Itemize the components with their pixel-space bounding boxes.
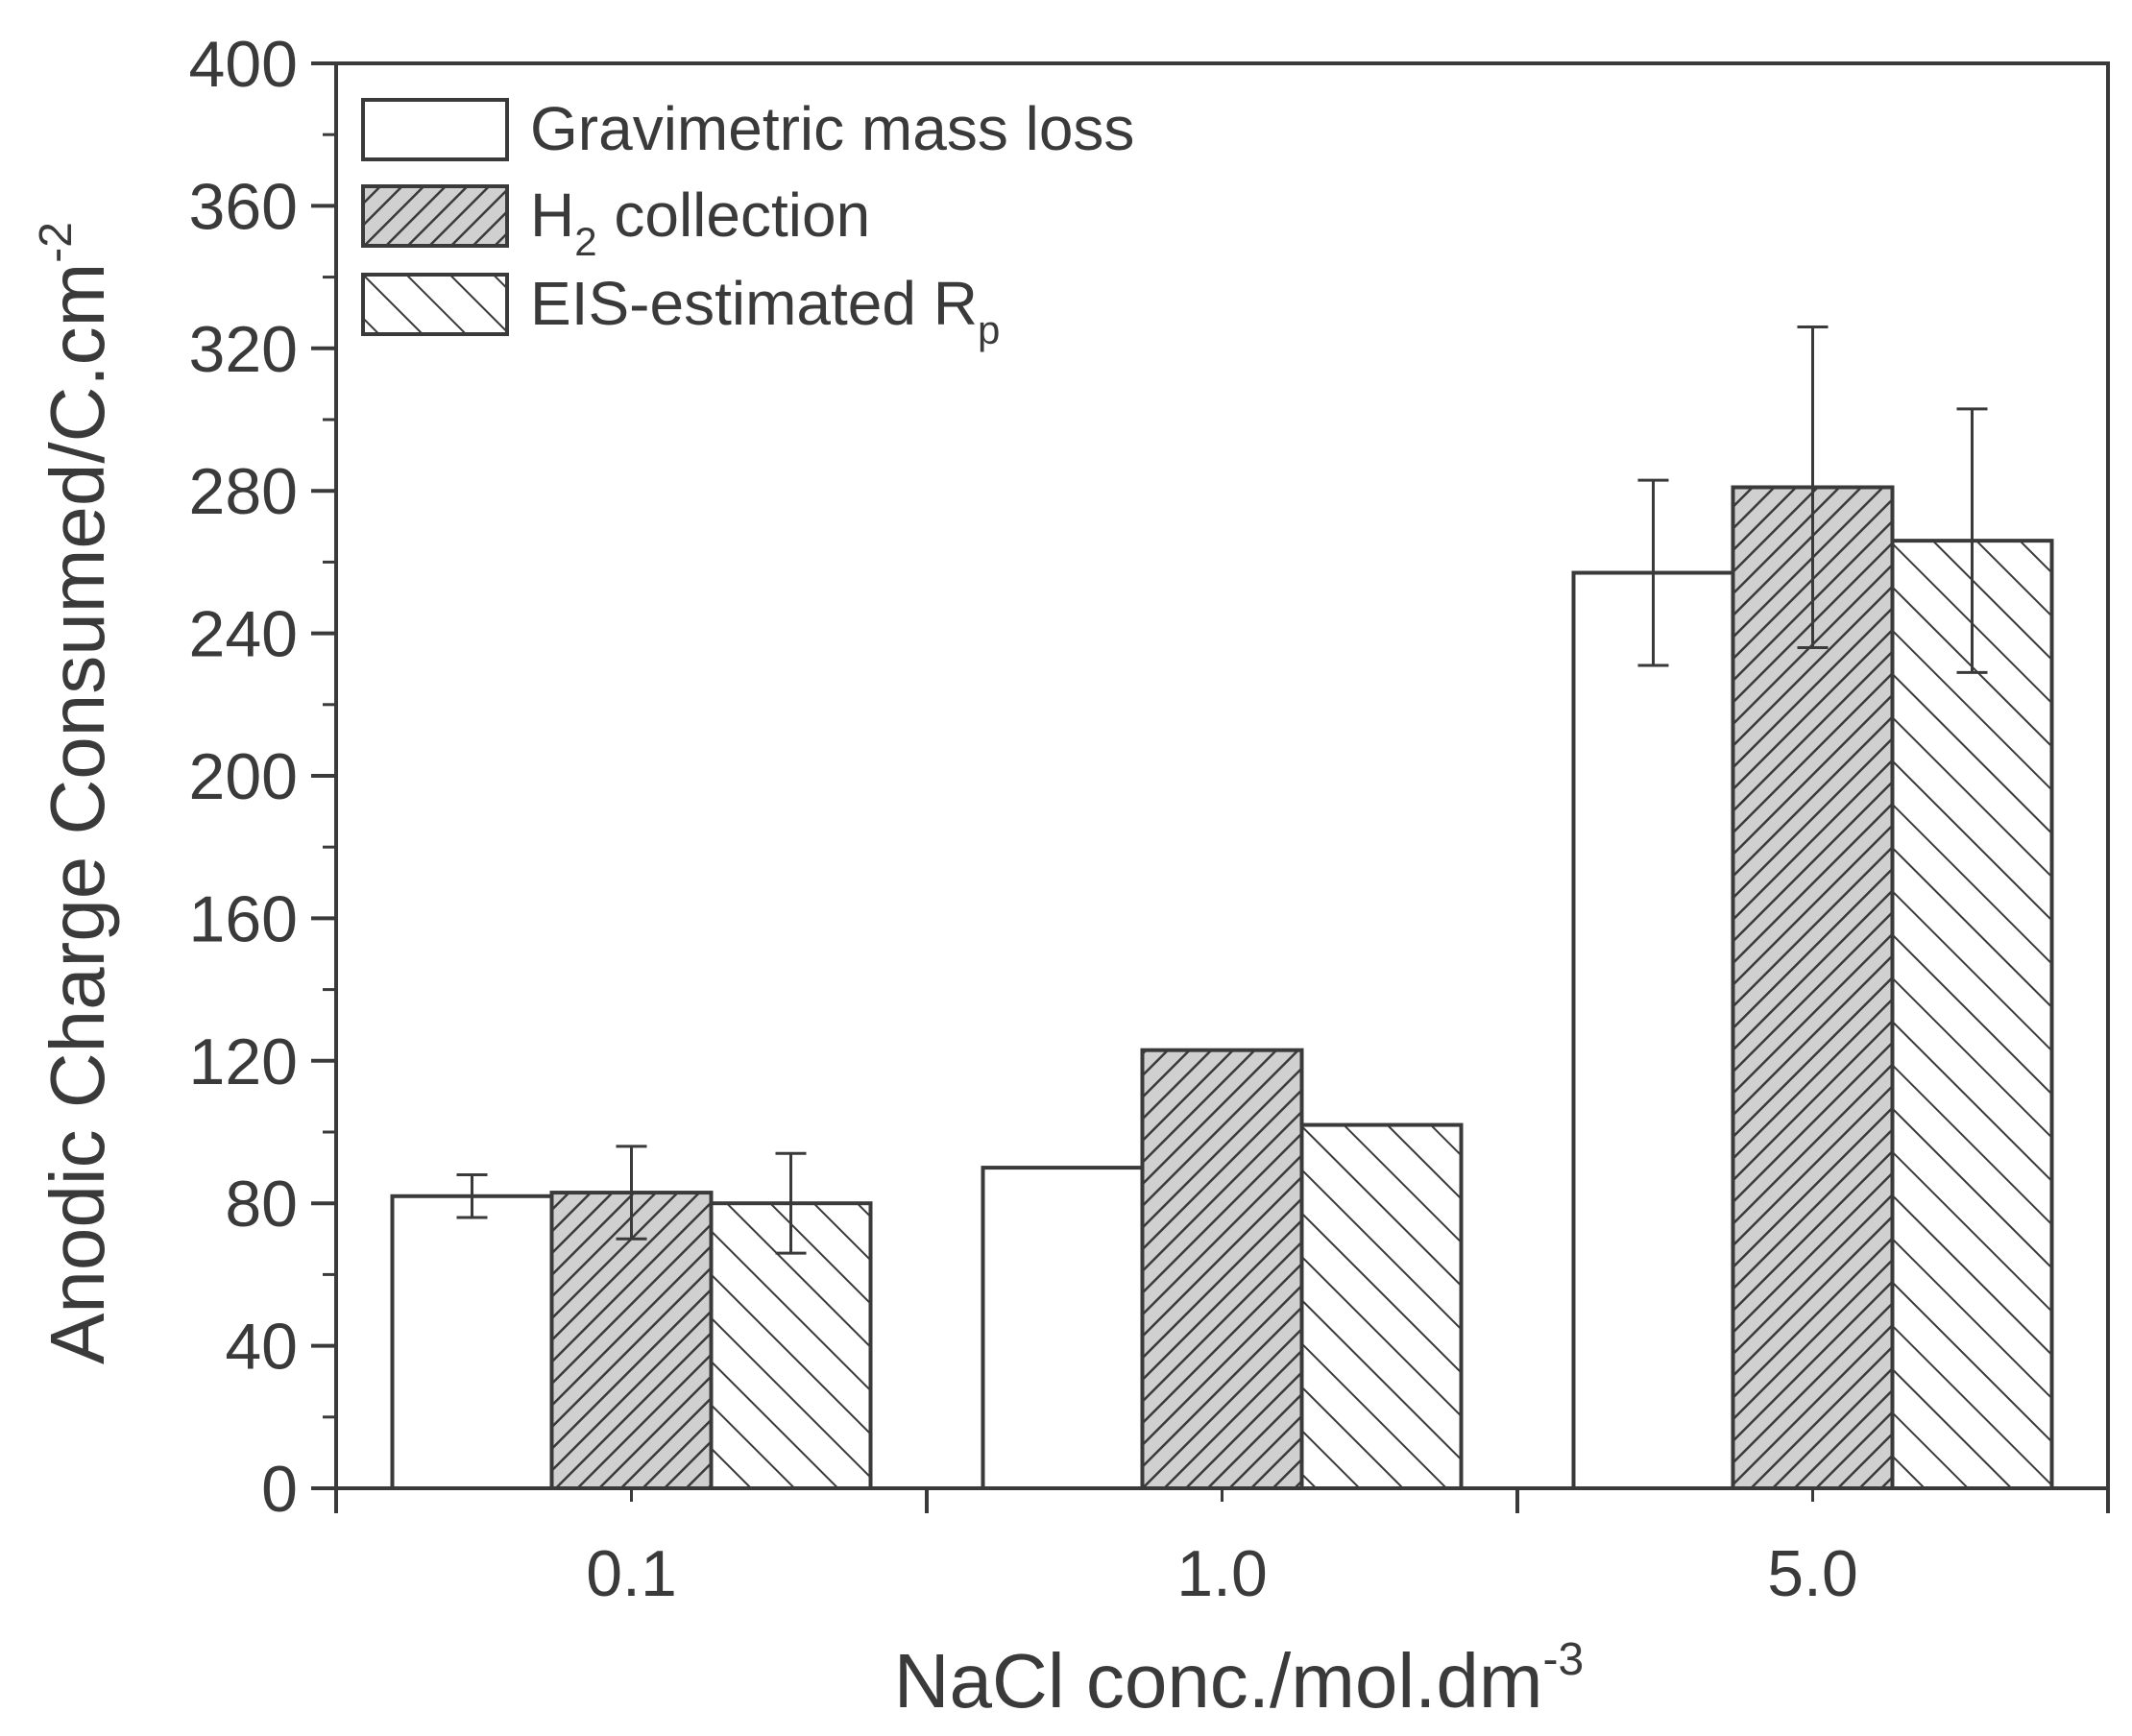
y-axis-title-sup: -2 — [31, 222, 82, 263]
y-tick-label: 200 — [189, 740, 298, 813]
y-tick-label: 160 — [189, 882, 298, 955]
legend-swatch — [361, 273, 509, 336]
bar-gravimetric-mass-loss-1-0 — [981, 1166, 1145, 1490]
y-axis-title-base: Anodic Charge Consumed/C.cm — [35, 263, 120, 1364]
bar-h2-collection-0-1 — [549, 1191, 714, 1490]
legend-label-base: EIS-estimated R — [530, 269, 978, 338]
y-tick-label: 80 — [225, 1168, 298, 1241]
y-tick-label: 120 — [189, 1025, 298, 1098]
legend-label-tail: collection — [597, 181, 871, 250]
x-tick-label: 5.0 — [1767, 1537, 1858, 1610]
x-tick-label: 1.0 — [1176, 1537, 1268, 1610]
bar-gravimetric-mass-loss-0-1 — [390, 1194, 554, 1491]
bars — [390, 485, 2054, 1491]
legend-label-base: H — [530, 181, 574, 250]
bar-gravimetric-mass-loss-5-0 — [1571, 570, 1735, 1490]
x-axis-title: NaCl conc./mol.dm-3 — [894, 1634, 1584, 1724]
bar-h2-collection-1-0 — [1140, 1048, 1304, 1491]
y-tick-label: 360 — [189, 170, 298, 243]
legend-swatch — [361, 184, 509, 248]
x-axis-title-sup: -3 — [1543, 1634, 1585, 1685]
x-axis-title-base: NaCl conc./mol.dm — [894, 1638, 1543, 1724]
y-tick-label: 280 — [189, 455, 298, 528]
y-tick-label: 320 — [189, 313, 298, 386]
bar-eis-estimated-rp-1-0 — [1299, 1122, 1464, 1490]
legend-label: H2 collection — [530, 181, 870, 264]
bar-h2-collection-5-0 — [1731, 485, 1895, 1490]
bar-eis-estimated-rp-5-0 — [1890, 539, 2054, 1490]
legend-label-subscript: p — [978, 307, 1000, 352]
y-tick-label: 400 — [189, 28, 298, 101]
x-tick-label: 0.1 — [586, 1537, 677, 1610]
y-axis-title: Anodic Charge Consumed/C.cm-2 — [31, 222, 120, 1364]
y-tick-label: 0 — [261, 1453, 298, 1526]
legend-label: Gravimetric mass loss — [530, 94, 1134, 163]
error-bars — [456, 326, 1988, 1255]
x-axis: 0.1 1.0 5.0 — [334, 1488, 2110, 1610]
legend-label-base: Gravimetric mass loss — [530, 94, 1134, 163]
y-tick-label: 240 — [189, 598, 298, 671]
legend-label: EIS-estimated Rp — [530, 269, 1000, 352]
y-tick-label: 40 — [225, 1311, 298, 1384]
legend-label-subscript: 2 — [574, 219, 596, 264]
legend-swatch — [361, 98, 509, 161]
y-axis: 0 40 80 120 160 200 240 280 320 360 400 — [189, 28, 336, 1526]
